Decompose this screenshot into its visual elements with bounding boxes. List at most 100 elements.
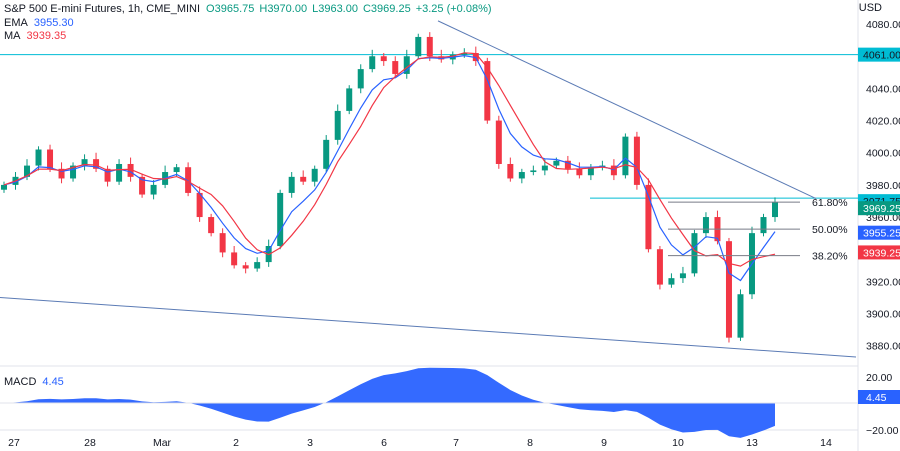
macd-tick-label: −20.00 bbox=[866, 425, 899, 437]
time-tick-label: 28 bbox=[84, 437, 96, 449]
time-tick-label: Mar bbox=[153, 437, 172, 449]
candle-body bbox=[633, 136, 640, 185]
price-tick-label: 4040.00 bbox=[866, 83, 900, 95]
price-tick-label: 3880.00 bbox=[866, 341, 900, 353]
macd-tick-label: 20.00 bbox=[866, 372, 892, 384]
candle-body bbox=[576, 168, 583, 176]
time-tick-label: 13 bbox=[746, 437, 758, 449]
ma-legend[interactable]: MA 3939.35 bbox=[4, 30, 66, 43]
candle-body bbox=[760, 217, 767, 234]
candle-body bbox=[380, 56, 387, 62]
candle-body bbox=[772, 202, 778, 218]
candle-body bbox=[369, 56, 376, 70]
chart-header: S&P 500 E-mini Futures, 1h, CME_MINI O396… bbox=[4, 3, 497, 16]
price-badge-label: 3939.25 bbox=[863, 247, 900, 259]
candle-body bbox=[24, 165, 31, 177]
candle-body bbox=[47, 149, 54, 169]
candle-body bbox=[93, 159, 100, 169]
candle-body bbox=[139, 176, 146, 195]
symbol-title: S&P 500 E-mini Futures, 1h, CME_MINI bbox=[4, 3, 201, 15]
candle-body bbox=[334, 110, 341, 140]
price-tick-label: 3980.00 bbox=[866, 180, 900, 192]
ma-label: MA bbox=[4, 30, 21, 42]
candle-body bbox=[737, 294, 744, 338]
candle-body bbox=[392, 61, 399, 74]
candle-body bbox=[691, 233, 698, 274]
time-tick-label: 14 bbox=[820, 437, 832, 449]
ma-line bbox=[3, 52, 776, 267]
candle-body bbox=[461, 53, 468, 55]
candle-body bbox=[81, 159, 88, 166]
candle-body bbox=[231, 252, 238, 266]
time-tick-label: 10 bbox=[672, 437, 684, 449]
candle-body bbox=[208, 217, 215, 234]
candle-body bbox=[58, 168, 65, 179]
ema-label: EMA bbox=[4, 17, 28, 29]
ohlc-open: O3965.75 bbox=[206, 3, 255, 15]
ema-value: 3955.30 bbox=[33, 17, 74, 29]
macd-badge-label: 4.45 bbox=[866, 392, 887, 404]
price-tick-label: 3900.00 bbox=[866, 309, 900, 321]
price-badge-label: 3955.25 bbox=[863, 228, 900, 240]
candle-body bbox=[300, 176, 307, 182]
ema-line bbox=[3, 54, 776, 282]
candle-body bbox=[403, 56, 410, 74]
candle-body bbox=[70, 165, 77, 179]
macd-legend[interactable]: MACD 4.45 bbox=[4, 376, 64, 388]
candle-body bbox=[127, 163, 134, 177]
descending-trendline-lower bbox=[0, 296, 857, 358]
time-tick-label: 8 bbox=[527, 437, 533, 449]
ohlc-high: H3970.00 bbox=[259, 3, 308, 15]
candle-body bbox=[150, 184, 157, 195]
candle-body bbox=[679, 273, 686, 279]
ema-legend[interactable]: EMA 3955.30 bbox=[4, 17, 74, 30]
candle-body bbox=[254, 262, 261, 269]
macd-label: MACD bbox=[4, 376, 37, 388]
candle-body bbox=[495, 120, 502, 164]
ma-value: 3939.35 bbox=[26, 30, 67, 42]
candle-body bbox=[185, 167, 192, 193]
candle-body bbox=[610, 165, 617, 176]
candle-body bbox=[311, 168, 318, 182]
macd-value: 4.45 bbox=[42, 376, 64, 388]
price-badge bbox=[858, 47, 900, 62]
candle-body bbox=[507, 163, 514, 179]
price-tick-label: 4000.00 bbox=[866, 148, 900, 160]
candle-body bbox=[587, 167, 594, 176]
time-tick-label: 6 bbox=[381, 437, 387, 449]
descending-trendline-upper bbox=[437, 20, 817, 200]
candle-body bbox=[323, 139, 330, 169]
price-tick-label: 4020.00 bbox=[866, 116, 900, 128]
price-badge bbox=[858, 225, 900, 240]
candle-body bbox=[196, 192, 203, 218]
candle-body bbox=[1, 184, 7, 190]
time-tick-label: 7 bbox=[453, 437, 459, 449]
fib-level-label: 38.20% bbox=[812, 251, 848, 263]
candle-body bbox=[173, 167, 180, 173]
candle-body bbox=[553, 160, 560, 166]
price-tick-label: 4080.00 bbox=[866, 19, 900, 31]
macd-badge bbox=[858, 390, 900, 404]
candle-body bbox=[415, 36, 422, 57]
candle-body bbox=[116, 163, 123, 182]
candle-body bbox=[541, 165, 548, 171]
fib-level-label: 61.80% bbox=[812, 197, 848, 209]
candle-body bbox=[484, 61, 491, 121]
price-badge-label: 3969.25 bbox=[863, 203, 900, 215]
time-tick-label: 27 bbox=[8, 437, 20, 449]
candle-body bbox=[725, 241, 732, 338]
time-tick-label: 3 bbox=[307, 437, 313, 449]
ohlc-close: C3969.25 bbox=[362, 3, 411, 15]
candle-body bbox=[346, 88, 353, 111]
candle-body bbox=[242, 265, 249, 269]
candle-body bbox=[104, 168, 111, 182]
candle-body bbox=[668, 278, 675, 285]
price-badge bbox=[858, 245, 900, 260]
ohlc-change: +3.25 (+0.08%) bbox=[415, 3, 492, 15]
candle-body bbox=[426, 36, 433, 57]
candle-body bbox=[530, 170, 537, 173]
candle-body bbox=[357, 69, 364, 89]
candle-body bbox=[35, 149, 42, 166]
time-tick-label: 2 bbox=[233, 437, 239, 449]
